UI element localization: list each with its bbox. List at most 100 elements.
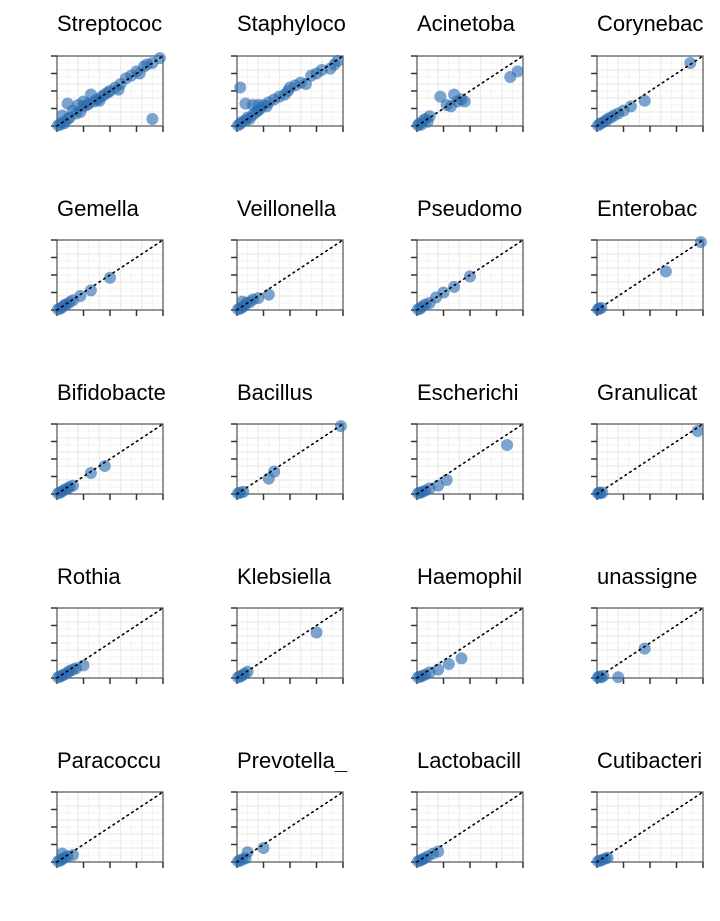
facet-title: Enterobac bbox=[597, 198, 698, 220]
reference-line bbox=[56, 607, 164, 679]
facet-panel bbox=[231, 420, 347, 500]
data-point bbox=[442, 658, 455, 670]
facet-panel bbox=[411, 791, 524, 868]
reference-line bbox=[236, 239, 344, 311]
facet-panel bbox=[411, 423, 524, 500]
data-point bbox=[432, 479, 445, 492]
facet-panel bbox=[51, 52, 166, 132]
data-point bbox=[624, 100, 637, 113]
facet-panel bbox=[51, 791, 164, 868]
facet-panel bbox=[51, 239, 164, 316]
data-point bbox=[595, 301, 608, 314]
reference-line bbox=[416, 55, 524, 127]
reference-line bbox=[596, 423, 704, 495]
facet-title: Cutibacteri bbox=[597, 750, 703, 772]
data-point bbox=[241, 846, 254, 859]
facet-title: Rothia bbox=[57, 566, 121, 588]
data-point bbox=[440, 474, 453, 486]
data-point bbox=[237, 485, 250, 498]
data-point bbox=[84, 284, 97, 297]
facet-title: Escherichi bbox=[417, 382, 519, 404]
data-point bbox=[638, 94, 651, 107]
reference-line bbox=[596, 791, 704, 863]
reference-line bbox=[56, 55, 164, 127]
data-point bbox=[104, 271, 116, 284]
data-point bbox=[56, 109, 69, 122]
reference-line bbox=[236, 423, 344, 495]
facet-panel bbox=[231, 791, 344, 868]
data-point bbox=[328, 58, 341, 71]
data-point bbox=[432, 663, 445, 676]
reference-line bbox=[416, 239, 524, 311]
reference-line bbox=[56, 423, 164, 495]
reference-line bbox=[56, 239, 164, 311]
facet-panel bbox=[591, 791, 704, 868]
facet-title: Lactobacill bbox=[417, 750, 521, 772]
facet-title: Prevotella_ bbox=[237, 750, 348, 772]
data-point bbox=[597, 669, 610, 682]
data-point bbox=[612, 671, 625, 684]
facet-panel bbox=[51, 423, 164, 500]
facet-panel bbox=[591, 236, 707, 316]
facet-panel bbox=[591, 55, 704, 132]
data-point bbox=[501, 439, 514, 451]
reference-line bbox=[416, 607, 524, 679]
facet-panel bbox=[591, 607, 704, 684]
facet-panel bbox=[411, 55, 524, 132]
data-point bbox=[74, 290, 87, 302]
data-point bbox=[268, 465, 281, 478]
facet-title: Gemella bbox=[57, 198, 139, 220]
reference-line bbox=[596, 55, 704, 127]
reference-line bbox=[236, 607, 344, 679]
facet-title: Granulicat bbox=[597, 382, 698, 404]
data-point bbox=[77, 95, 90, 108]
data-point bbox=[252, 99, 265, 111]
reference-line bbox=[416, 423, 524, 495]
facet-title: Haemophil bbox=[417, 566, 523, 588]
reference-line bbox=[236, 55, 344, 127]
data-point bbox=[98, 460, 111, 472]
data-point bbox=[423, 110, 436, 123]
facet-title: Veillonella bbox=[237, 198, 337, 220]
data-point bbox=[77, 659, 90, 672]
data-point bbox=[596, 486, 609, 499]
data-point bbox=[437, 286, 450, 299]
reference-line bbox=[596, 239, 704, 311]
reference-line bbox=[596, 607, 704, 679]
reference-line bbox=[416, 791, 524, 863]
data-point bbox=[234, 81, 247, 94]
facet-panel bbox=[51, 607, 164, 684]
data-point bbox=[455, 652, 468, 665]
facet-title: Acinetoba bbox=[417, 13, 515, 35]
data-point bbox=[66, 849, 79, 861]
data-point bbox=[146, 113, 159, 125]
data-point bbox=[659, 265, 672, 278]
data-point bbox=[432, 845, 445, 858]
data-point bbox=[458, 95, 471, 108]
facet-panel bbox=[411, 607, 524, 684]
data-point bbox=[448, 280, 461, 293]
facet-title: Streptococ bbox=[57, 13, 163, 35]
data-point bbox=[236, 295, 249, 308]
data-point bbox=[56, 847, 69, 860]
data-point bbox=[310, 626, 323, 639]
facet-panel bbox=[591, 423, 704, 500]
data-point bbox=[66, 479, 79, 492]
facet-title: Staphyloco bbox=[237, 13, 346, 35]
facet-panel bbox=[411, 239, 524, 316]
facet-panel bbox=[231, 607, 344, 684]
facet-title: Bacillus bbox=[237, 382, 313, 404]
data-point bbox=[691, 425, 704, 437]
data-point bbox=[84, 467, 97, 479]
facet-title: unassigne bbox=[597, 566, 698, 588]
facet-title: Pseudomo bbox=[417, 198, 523, 220]
facet-title: Corynebac bbox=[597, 13, 704, 35]
data-point bbox=[257, 842, 270, 854]
data-point bbox=[434, 90, 447, 103]
facet-title: Klebsiella bbox=[237, 566, 332, 588]
data-point bbox=[511, 65, 524, 78]
data-point bbox=[252, 292, 265, 305]
data-point bbox=[638, 642, 651, 655]
reference-line bbox=[236, 791, 344, 863]
